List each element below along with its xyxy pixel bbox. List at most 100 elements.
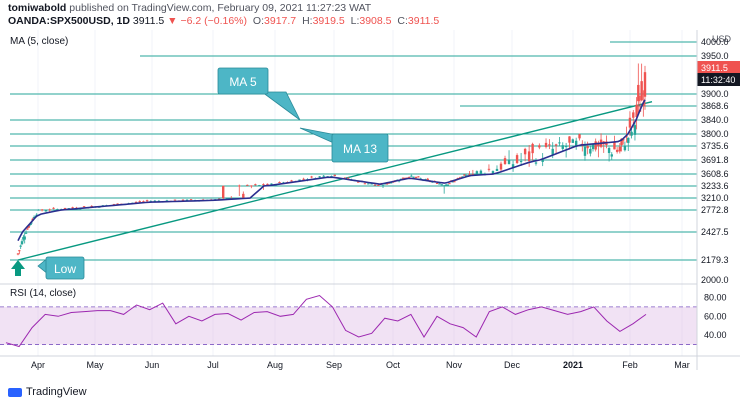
candle-body [357, 181, 360, 183]
candle-body [610, 154, 613, 157]
candle-body [410, 175, 413, 177]
chart-canvas[interactable]: MA (5, close) MA 5 MA 13 Low RSI (14, cl… [0, 30, 740, 382]
candle-body [578, 134, 581, 139]
candle-body [381, 185, 385, 187]
candle-body [594, 141, 597, 150]
candle-body [597, 142, 600, 147]
candle-body [20, 241, 24, 245]
ma-indicator-label[interactable]: MA (5, close) [10, 36, 68, 47]
author-name[interactable]: tomiwabold [8, 2, 67, 14]
time-tick-label: May [86, 360, 104, 370]
candle-body [632, 112, 635, 118]
tradingview-logo[interactable]: TradingView [8, 386, 87, 398]
candle-body [527, 151, 531, 162]
candle-body [625, 136, 628, 138]
candle-body [63, 207, 67, 209]
candle-body [620, 138, 623, 146]
candle-body [44, 210, 48, 212]
candle-body [266, 183, 269, 185]
candle-body [226, 198, 229, 200]
candles-layer [16, 63, 647, 256]
candle-body [453, 181, 456, 183]
candle-body [290, 180, 293, 182]
candle-body [71, 207, 74, 209]
candle-body [258, 185, 261, 187]
candle-body [37, 209, 40, 211]
candle-body [643, 72, 647, 97]
time-tick-label: 2021 [563, 360, 583, 370]
candle-body [250, 185, 253, 187]
candle-body [464, 175, 468, 177]
price-tick-label: 3868.6 [701, 101, 729, 111]
candle-body [503, 158, 507, 165]
candle-body [451, 181, 454, 183]
low-box [45, 256, 85, 280]
candle-body [523, 148, 527, 155]
candle-body [32, 217, 36, 219]
candle-body [519, 161, 523, 163]
candle-body [346, 177, 350, 179]
candle-body [333, 174, 336, 176]
last-price-label: 3911.5 [701, 63, 728, 73]
price-tick-label: 2427.5 [701, 227, 729, 237]
candle-body [22, 237, 25, 240]
candle-body [615, 149, 619, 152]
candle-body [515, 155, 519, 163]
time-tick-label: Mar [674, 360, 690, 370]
candle-body [618, 146, 622, 152]
candle-body [373, 184, 377, 186]
candle-body [627, 137, 630, 143]
candle-body [495, 168, 499, 172]
candle-body [401, 177, 405, 179]
trend-line [17, 100, 653, 261]
candle-body [298, 179, 301, 181]
currency-label: USD [712, 34, 732, 44]
candle-body [435, 183, 439, 185]
countdown-label: 11:32:40 [701, 75, 735, 85]
candle-body [541, 160, 544, 162]
candle-body [134, 202, 138, 204]
rsi-tick-label: 80.00 [704, 292, 727, 302]
ma13-label: MA 13 [343, 142, 377, 156]
low-label: L: [350, 15, 360, 27]
candle-body [444, 184, 448, 186]
candle-body [591, 143, 595, 150]
candle-body [238, 185, 241, 187]
time-axis[interactable]: Apr May Jun Jul Aug Sep Oct Nov Dec 2021 Feb Mar [31, 360, 690, 370]
rsi-indicator-label[interactable]: RSI (14, close) [10, 288, 76, 299]
candle-body [534, 162, 538, 164]
close-label: C: [397, 15, 408, 27]
candle-body [417, 176, 420, 178]
candle-body [222, 185, 225, 199]
candle-body [262, 184, 265, 186]
price-tick-label: 3900.0 [701, 89, 729, 99]
time-tick-label: Aug [267, 360, 283, 370]
candle-body [367, 183, 370, 185]
candle-body [302, 178, 305, 180]
rsi-band [0, 306, 697, 345]
high-label: H: [302, 15, 313, 27]
price-tick-label: 3210.0 [701, 193, 729, 203]
countdown-tag [697, 73, 740, 86]
candle-body [310, 176, 313, 178]
candle-body [185, 199, 189, 201]
ma5-box [217, 67, 269, 95]
open-value: 3917.7 [264, 15, 297, 27]
candle-body [412, 176, 415, 178]
last-price: 3911.5 [132, 15, 165, 27]
rsi-line [5, 294, 647, 348]
candle-body [589, 148, 592, 154]
ma-line [17, 99, 646, 242]
price-tick-label: 3950.0 [701, 51, 729, 61]
candle-body [153, 200, 157, 202]
candle-body [318, 176, 321, 178]
candle-body [138, 201, 141, 203]
rsi-tick-label: 40.00 [704, 330, 727, 340]
candle-body [446, 184, 449, 186]
candle-body [628, 117, 632, 128]
chart-header: tomiwabold published on TradingView.com,… [0, 0, 740, 30]
candle-body [165, 200, 169, 202]
symbol-name: OANDA:SPX500USD, 1D [8, 15, 130, 27]
candle-body [554, 144, 558, 146]
